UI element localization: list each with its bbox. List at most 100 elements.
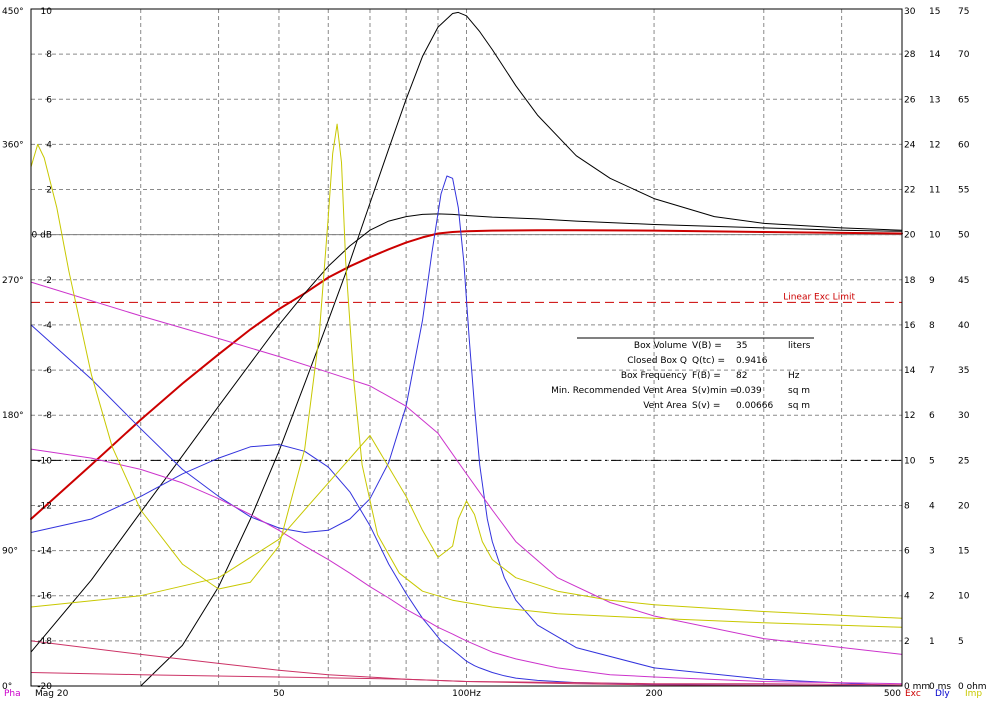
delay-tick-label: 10: [929, 231, 941, 241]
excursion-tick-label: 24: [904, 140, 916, 150]
axis-key-exc: Exc: [905, 689, 921, 699]
annotation-symbol: S(v)min =: [692, 386, 737, 396]
delay-tick-label: 11: [929, 186, 940, 196]
phase-tick-label: 180°: [2, 411, 24, 421]
impedance-tick-label: 25: [958, 456, 969, 466]
magnitude-tick-label: -10: [37, 456, 52, 466]
magnitude-tick-label: -4: [43, 321, 52, 331]
magnitude-tick-label: -12: [37, 501, 52, 511]
x-tick-label: 500: [884, 689, 901, 699]
magnitude-tick-label: 0 dB: [32, 231, 52, 241]
impedance-tick-label: 0 ohm: [958, 682, 987, 692]
excursion-tick-label: 12: [904, 411, 915, 421]
magnitude-tick-label: -8: [43, 411, 52, 421]
impedance-tick-label: 55: [958, 186, 969, 196]
impedance-tick-label: 40: [958, 321, 970, 331]
annotation-value: 35: [736, 341, 747, 351]
series-line: [30, 444, 903, 687]
annotation-symbol: Q(tc) =: [692, 356, 725, 366]
axis-key-pha: Pha: [4, 689, 21, 699]
magnitude-tick-label: -6: [43, 366, 52, 376]
magnitude-tick-label: 2: [46, 186, 52, 196]
phase-tick-label: 90°: [2, 547, 18, 557]
delay-tick-label: 2: [929, 592, 935, 602]
series-line: [140, 11, 903, 687]
impedance-tick-label: 45: [958, 276, 969, 286]
annotation-label: Box Volume: [634, 341, 688, 351]
x-tick-label: 100Hz: [452, 689, 481, 699]
delay-tick-label: 5: [929, 456, 935, 466]
phase-tick-label: 0°: [2, 682, 12, 692]
impedance-tick-label: 65: [958, 95, 969, 105]
plot-frame: [30, 8, 903, 687]
series-line: [30, 281, 903, 655]
excursion-tick-label: 8: [904, 501, 910, 511]
magnitude-tick-label: 10: [41, 7, 53, 17]
series-line: [30, 213, 903, 653]
series-line: [30, 435, 903, 619]
grid: [31, 9, 902, 686]
annotation-label: Min. Recommended Vent Area: [551, 386, 687, 396]
phase-tick-label: 360°: [2, 140, 24, 150]
delay-tick-label: 12: [929, 140, 940, 150]
excursion-tick-label: 16: [904, 321, 916, 331]
excursion-tick-label: 26: [904, 95, 916, 105]
excursion-tick-label: 28: [904, 50, 916, 60]
impedance-tick-label: 35: [958, 366, 969, 376]
annotation-symbol: F(B) =: [692, 371, 721, 381]
impedance-tick-label: 75: [958, 7, 969, 17]
delay-tick-label: 9: [929, 276, 935, 286]
magnitude-tick-label: -18: [37, 637, 52, 647]
annotation-value: 0.00666: [736, 401, 773, 411]
x-tick-label: Mag 20: [35, 689, 69, 699]
phase-tick-label: 450°: [2, 7, 24, 17]
series-line: [30, 229, 903, 520]
excursion-tick-label: 4: [904, 592, 910, 602]
series-curves: [30, 11, 903, 687]
axis-key-dly: Dly: [935, 689, 950, 699]
impedance-tick-label: 20: [958, 501, 970, 511]
magnitude-tick-label: -16: [37, 592, 52, 602]
delay-tick-label: 0 ms: [929, 682, 951, 692]
impedance-tick-label: 5: [958, 637, 964, 647]
series-line: [30, 672, 903, 686]
annotation-symbol: V(B) =: [692, 341, 722, 351]
annotation-symbol: S(v) =: [692, 401, 720, 411]
delay-tick-label: 14: [929, 50, 941, 60]
impedance-tick-label: 70: [958, 50, 970, 60]
x-tick-label: 200: [645, 689, 662, 699]
excursion-tick-label: 10: [904, 456, 916, 466]
excursion-tick-label: 14: [904, 366, 916, 376]
magnitude-tick-label: -2: [43, 276, 52, 286]
impedance-tick-label: 50: [958, 231, 970, 241]
excursion-tick-label: 18: [904, 276, 916, 286]
impedance-tick-label: 15: [958, 547, 969, 557]
annotation-unit: Hz: [788, 371, 800, 381]
impedance-tick-label: 30: [958, 411, 970, 421]
annotation-unit: sq m: [788, 401, 810, 411]
delay-tick-label: 4: [929, 501, 935, 511]
excursion-tick-label: 20: [904, 231, 916, 241]
series-line: [30, 175, 903, 687]
annotation-unit: liters: [788, 341, 811, 351]
impedance-tick-label: 10: [958, 592, 970, 602]
delay-tick-label: 15: [929, 7, 940, 17]
magnitude-tick-label: 4: [46, 140, 52, 150]
annotation-label: Closed Box Q: [627, 356, 687, 366]
excursion-tick-label: 0 mm: [904, 682, 930, 692]
phase-tick-label: 270°: [2, 276, 24, 286]
annotation-label: Box Frequency: [621, 371, 688, 381]
delay-tick-label: 1: [929, 637, 935, 647]
excursion-tick-label: 30: [904, 7, 916, 17]
delay-tick-label: 8: [929, 321, 935, 331]
impedance-tick-label: 60: [958, 140, 970, 150]
annotation-label: Vent Area: [643, 401, 687, 411]
annotation-value: 0.039: [736, 386, 762, 396]
linear-exc-limit-label: Linear Exc Limit: [783, 292, 855, 302]
delay-tick-label: 7: [929, 366, 935, 376]
magnitude-tick-label: 8: [46, 50, 52, 60]
series-line: [30, 448, 903, 685]
magnitude-tick-label: -14: [37, 547, 52, 557]
